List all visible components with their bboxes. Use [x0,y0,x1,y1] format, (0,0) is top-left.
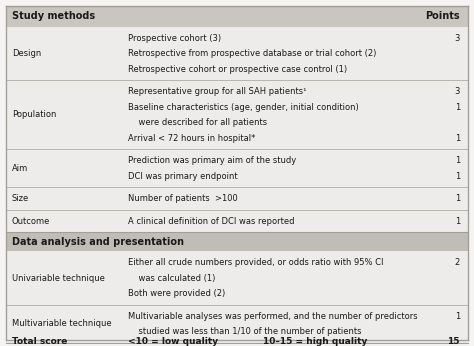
Text: Multivariable technique: Multivariable technique [12,319,111,328]
Text: Points: Points [425,11,460,21]
Text: 1: 1 [455,217,460,226]
Text: Univariable technique: Univariable technique [12,274,105,283]
Text: Baseline characteristics (age, gender, initial condition): Baseline characteristics (age, gender, i… [128,103,359,112]
Text: Both were provided (2): Both were provided (2) [128,289,225,298]
Text: 10–15 = high quality: 10–15 = high quality [263,337,367,346]
Bar [6,233,468,252]
Bar [6,6,468,27]
Text: <10 = low quality: <10 = low quality [128,337,218,346]
Text: 1: 1 [455,194,460,203]
Bar [6,27,468,81]
Text: Representative group for all SAH patients¹: Representative group for all SAH patient… [128,87,307,96]
Text: 3: 3 [455,34,460,43]
Bar [6,210,468,233]
Text: 2: 2 [455,258,460,267]
Text: Either all crude numbers provided, or odds ratio with 95% CI: Either all crude numbers provided, or od… [128,258,383,267]
Text: Population: Population [12,110,56,119]
Text: Retrospective from prospective database or trial cohort (2): Retrospective from prospective database … [128,49,376,58]
Text: 15: 15 [447,337,460,346]
Bar [6,149,468,188]
Text: Data analysis and presentation: Data analysis and presentation [12,237,184,247]
Text: Study methods: Study methods [12,11,95,21]
Text: Total score: Total score [12,337,67,346]
Text: was calculated (1): was calculated (1) [128,274,215,283]
Text: 1: 1 [455,103,460,112]
Text: Multivariable analyses was performed, and the number of predictors: Multivariable analyses was performed, an… [128,312,418,321]
Bar [6,340,468,343]
Text: Prediction was primary aim of the study: Prediction was primary aim of the study [128,156,296,165]
Text: studied was less than 1/10 of the number of patients: studied was less than 1/10 of the number… [128,327,362,336]
Text: Prospective cohort (3): Prospective cohort (3) [128,34,221,43]
Text: A clinical definition of DCI was reported: A clinical definition of DCI was reporte… [128,217,294,226]
Text: were described for all patients: were described for all patients [128,118,267,127]
Text: Size: Size [12,194,29,203]
Bar [6,81,468,149]
Bar [6,188,468,210]
Text: Aim: Aim [12,164,28,173]
Text: 1: 1 [455,312,460,321]
Text: Retrospective cohort or prospective case control (1): Retrospective cohort or prospective case… [128,65,347,74]
Text: 1: 1 [455,172,460,181]
Text: Arrival < 72 hours in hospital*: Arrival < 72 hours in hospital* [128,134,255,143]
Text: DCI was primary endpoint: DCI was primary endpoint [128,172,237,181]
Bar [6,252,468,305]
Text: Outcome: Outcome [12,217,50,226]
Text: 1: 1 [455,134,460,143]
Text: 3: 3 [455,87,460,96]
Text: Design: Design [12,49,41,58]
Bar [6,305,468,343]
Text: Number of patients  >100: Number of patients >100 [128,194,238,203]
Text: 1: 1 [455,156,460,165]
